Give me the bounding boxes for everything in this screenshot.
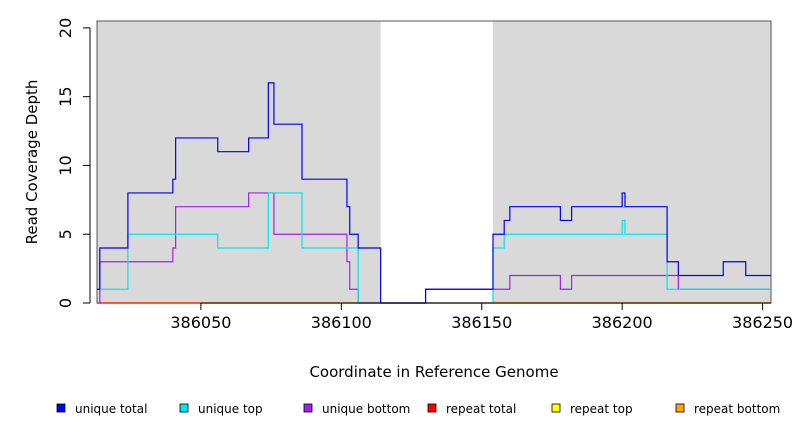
legend-label-unique-bottom: unique bottom (322, 402, 410, 416)
legend-swatch-repeat-bottom (675, 403, 685, 413)
y-tick-label: 5 (56, 229, 75, 239)
legend-swatch-unique-top (179, 403, 189, 413)
y-tick-label: 15 (56, 86, 75, 106)
plot-region (96, 20, 772, 304)
x-tick-label: 386250 (732, 313, 792, 332)
x-tick-label: 386050 (170, 313, 231, 332)
legend-label-unique-total: unique total (75, 402, 147, 416)
shaded-region-2 (492, 21, 771, 303)
series-line-unique-bottom (97, 192, 771, 304)
x-tick-label: 386200 (592, 313, 653, 332)
y-axis-label: Read Coverage Depth (23, 80, 41, 245)
legend-label-unique-top: unique top (198, 402, 263, 416)
axes: 386050 386100 386150 386200 386250 0 5 10 15 20 (56, 18, 792, 332)
legend-label-repeat-bottom: repeat bottom (694, 402, 780, 416)
shaded-regions (97, 21, 771, 303)
legend-swatch-repeat-top (551, 403, 561, 413)
x-axis-label: Coordinate in Reference Genome (309, 363, 558, 381)
legend-label-repeat-top: repeat top (570, 402, 633, 416)
legend: unique total unique top unique bottom repea… (56, 402, 780, 416)
shaded-region-1 (97, 21, 381, 303)
legend-swatch-repeat-total (427, 403, 437, 413)
y-tick-label: 10 (56, 155, 75, 175)
y-tick-label: 0 (56, 298, 75, 308)
legend-swatch-unique-total (56, 403, 66, 413)
legend-swatch-unique-bottom (303, 403, 313, 413)
legend-label-repeat-total: repeat total (446, 402, 516, 416)
y-tick-label: 20 (56, 18, 75, 38)
x-tick-label: 386150 (451, 313, 512, 332)
series-line-unique-total (97, 82, 771, 304)
x-tick-label: 386100 (311, 313, 372, 332)
